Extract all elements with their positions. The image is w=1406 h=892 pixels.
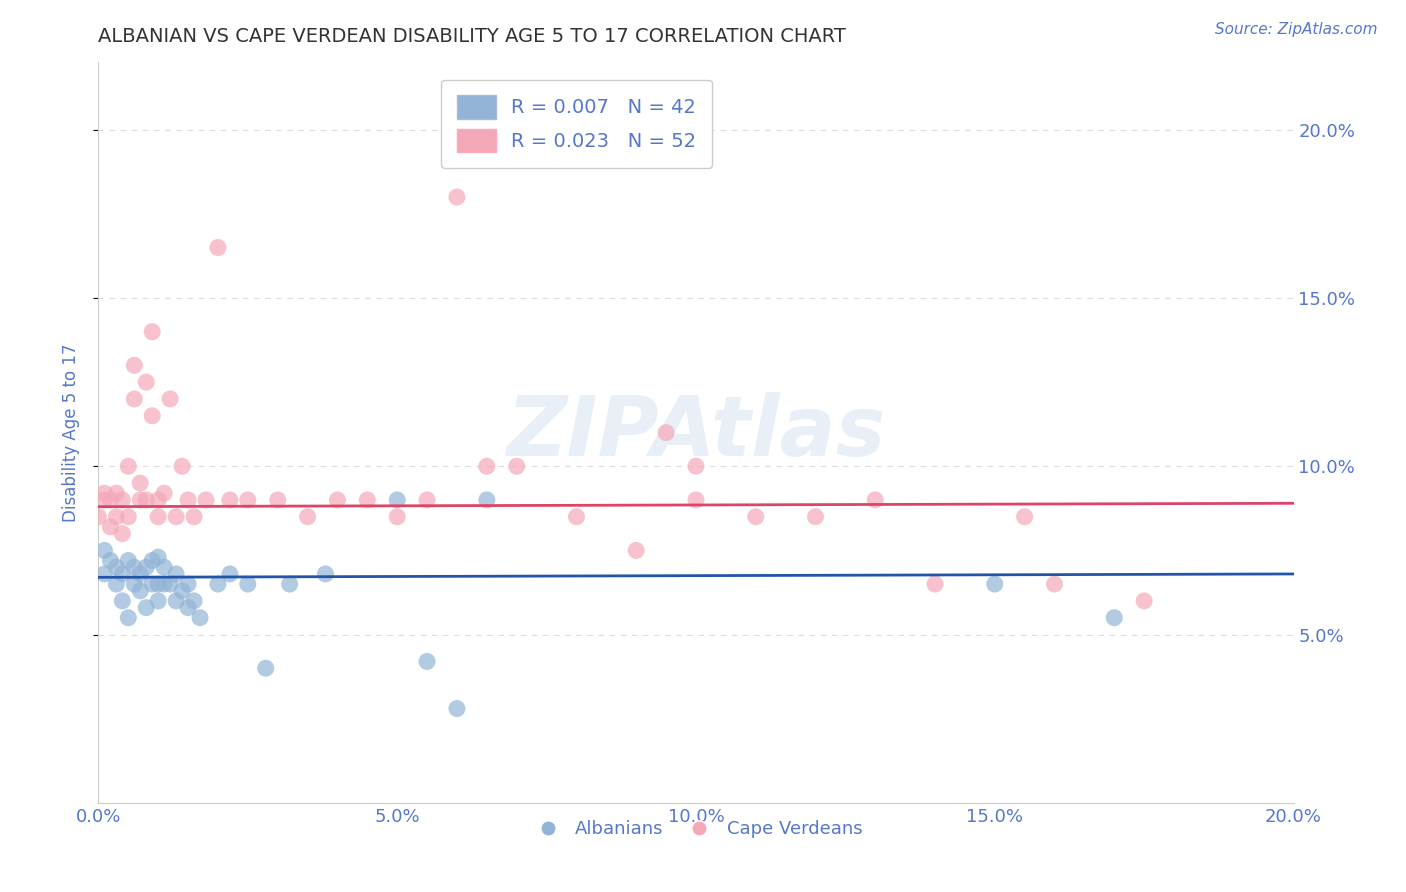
Point <box>865 492 887 507</box>
Point <box>207 240 229 255</box>
Point <box>135 560 157 574</box>
Point <box>124 560 146 574</box>
Point <box>148 509 170 524</box>
Point <box>141 577 163 591</box>
Point <box>745 509 768 524</box>
Point <box>93 543 115 558</box>
Point <box>188 610 211 624</box>
Point <box>105 486 128 500</box>
Point <box>385 492 409 507</box>
Point <box>129 492 152 507</box>
Point <box>655 425 678 440</box>
Point <box>93 486 115 500</box>
Point <box>356 492 378 507</box>
Point <box>416 492 439 507</box>
Text: Source: ZipAtlas.com: Source: ZipAtlas.com <box>1215 22 1378 37</box>
Point <box>124 392 146 406</box>
Point <box>148 492 170 507</box>
Point <box>1043 577 1066 591</box>
Point <box>117 610 139 624</box>
Point <box>165 594 187 608</box>
Point <box>236 492 259 507</box>
Point <box>98 520 122 534</box>
Point <box>111 526 134 541</box>
Point <box>159 392 181 406</box>
Point <box>278 577 301 591</box>
Point <box>148 577 170 591</box>
Point <box>177 577 200 591</box>
Point <box>326 492 349 507</box>
Y-axis label: Disability Age 5 to 17: Disability Age 5 to 17 <box>62 343 80 522</box>
Point <box>219 566 242 581</box>
Point <box>153 577 176 591</box>
Point <box>105 509 128 524</box>
Point <box>98 492 122 507</box>
Text: ALBANIAN VS CAPE VERDEAN DISABILITY AGE 5 TO 17 CORRELATION CHART: ALBANIAN VS CAPE VERDEAN DISABILITY AGE … <box>98 27 846 45</box>
Point <box>117 553 139 567</box>
Point <box>506 459 529 474</box>
Point <box>98 553 122 567</box>
Point <box>124 577 146 591</box>
Point <box>129 566 152 581</box>
Point <box>124 359 146 373</box>
Point <box>475 492 498 507</box>
Point <box>148 594 170 608</box>
Point <box>183 594 205 608</box>
Point <box>117 459 139 474</box>
Point <box>626 543 648 558</box>
Point <box>984 577 1007 591</box>
Point <box>165 509 187 524</box>
Point <box>267 492 290 507</box>
Point <box>87 509 110 524</box>
Point <box>315 566 337 581</box>
Point <box>446 701 468 715</box>
Point <box>177 492 200 507</box>
Point <box>446 190 468 204</box>
Point <box>135 600 157 615</box>
Point <box>165 566 187 581</box>
Point <box>135 492 157 507</box>
Point <box>172 583 194 598</box>
Legend: Albanians, Cape Verdeans: Albanians, Cape Verdeans <box>523 814 869 846</box>
Point <box>1104 610 1126 624</box>
Point <box>1133 594 1156 608</box>
Point <box>148 550 170 565</box>
Point <box>141 409 163 423</box>
Point <box>172 459 194 474</box>
Point <box>236 577 259 591</box>
Point <box>219 492 242 507</box>
Point <box>183 509 205 524</box>
Point <box>924 577 946 591</box>
Point <box>129 583 152 598</box>
Point <box>141 325 163 339</box>
Point <box>111 492 134 507</box>
Point <box>117 509 139 524</box>
Point <box>685 459 707 474</box>
Point <box>254 661 277 675</box>
Point <box>153 560 176 574</box>
Point <box>565 509 588 524</box>
Point <box>416 655 439 669</box>
Point <box>105 577 128 591</box>
Point <box>297 509 319 524</box>
Point <box>685 492 707 507</box>
Point <box>385 509 409 524</box>
Point <box>129 476 152 491</box>
Point <box>475 459 498 474</box>
Point <box>159 577 181 591</box>
Text: ZIPAtlas: ZIPAtlas <box>506 392 886 473</box>
Point <box>93 566 115 581</box>
Point <box>111 566 134 581</box>
Point <box>195 492 218 507</box>
Point <box>141 553 163 567</box>
Point <box>111 594 134 608</box>
Point <box>1014 509 1036 524</box>
Point <box>207 577 229 591</box>
Point <box>177 600 200 615</box>
Point <box>135 375 157 389</box>
Point <box>93 492 115 507</box>
Point <box>153 486 176 500</box>
Point <box>105 560 128 574</box>
Point <box>804 509 827 524</box>
